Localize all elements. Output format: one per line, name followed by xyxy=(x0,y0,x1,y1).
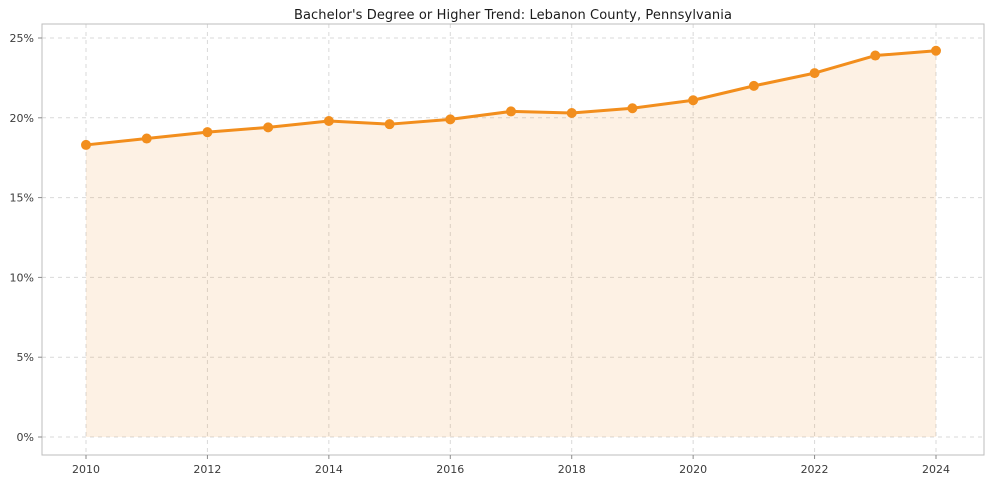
y-tick-label: 10% xyxy=(10,271,34,284)
data-point xyxy=(688,95,699,106)
data-point xyxy=(931,45,941,56)
data-point xyxy=(263,122,274,133)
y-tick-label: 15% xyxy=(10,192,34,205)
chart-title: Bachelor's Degree or Higher Trend: Leban… xyxy=(293,8,733,23)
x-tick-label: 2020 xyxy=(679,463,707,476)
data-point xyxy=(445,114,456,125)
x-tick-label: 2018 xyxy=(558,463,586,476)
data-point xyxy=(202,127,213,138)
x-tick-label: 2014 xyxy=(315,463,343,476)
y-tick-label: 25% xyxy=(10,32,34,45)
x-tick-label: 2022 xyxy=(801,463,829,476)
data-point xyxy=(809,68,820,79)
data-point xyxy=(506,106,516,117)
data-point xyxy=(81,139,91,150)
data-point xyxy=(748,80,759,91)
x-tick-label: 2016 xyxy=(436,463,464,476)
data-point xyxy=(627,103,638,114)
data-point xyxy=(870,50,881,61)
x-tick-label: 2010 xyxy=(72,463,100,476)
data-point xyxy=(384,119,395,130)
plot-border xyxy=(41,23,985,456)
area-fill xyxy=(86,50,936,437)
data-point xyxy=(141,133,152,144)
data-point xyxy=(566,108,577,119)
x-tick-label: 2024 xyxy=(922,463,950,476)
y-tick-label: 0% xyxy=(17,431,34,444)
y-tick-label: 20% xyxy=(10,112,34,125)
data-point xyxy=(323,115,334,126)
x-tick-label: 2012 xyxy=(193,463,221,476)
y-tick-label: 5% xyxy=(17,351,34,364)
